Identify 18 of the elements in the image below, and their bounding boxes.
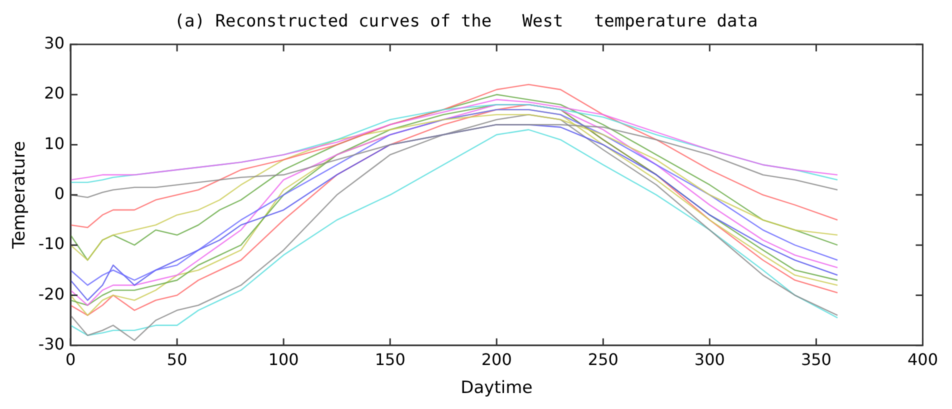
y-axis-title: Temperature	[10, 141, 30, 250]
x-tick-label: 300	[694, 350, 725, 370]
chart-title: (a) Reconstructed curves of the West temperature data	[174, 12, 758, 32]
x-tick-label: 350	[800, 350, 832, 370]
y-tick-label: -20	[38, 284, 65, 304]
y-tick-label: 0	[54, 184, 65, 204]
y-tick-label: -10	[38, 234, 65, 254]
x-tick-label: 250	[588, 350, 618, 370]
x-axis-title: Daytime	[460, 378, 533, 398]
x-tick-label: 50	[166, 350, 188, 370]
x-tick-label: 100	[268, 350, 299, 370]
y-tick-label: 20	[44, 84, 65, 103]
y-tick-label: 30	[44, 34, 65, 53]
y-tick-label: 10	[44, 134, 65, 153]
x-tick-label: 400	[907, 350, 938, 370]
y-tick-label: -30	[38, 334, 65, 354]
x-tick-label: 150	[374, 350, 406, 370]
x-tick-label: 200	[481, 350, 512, 370]
